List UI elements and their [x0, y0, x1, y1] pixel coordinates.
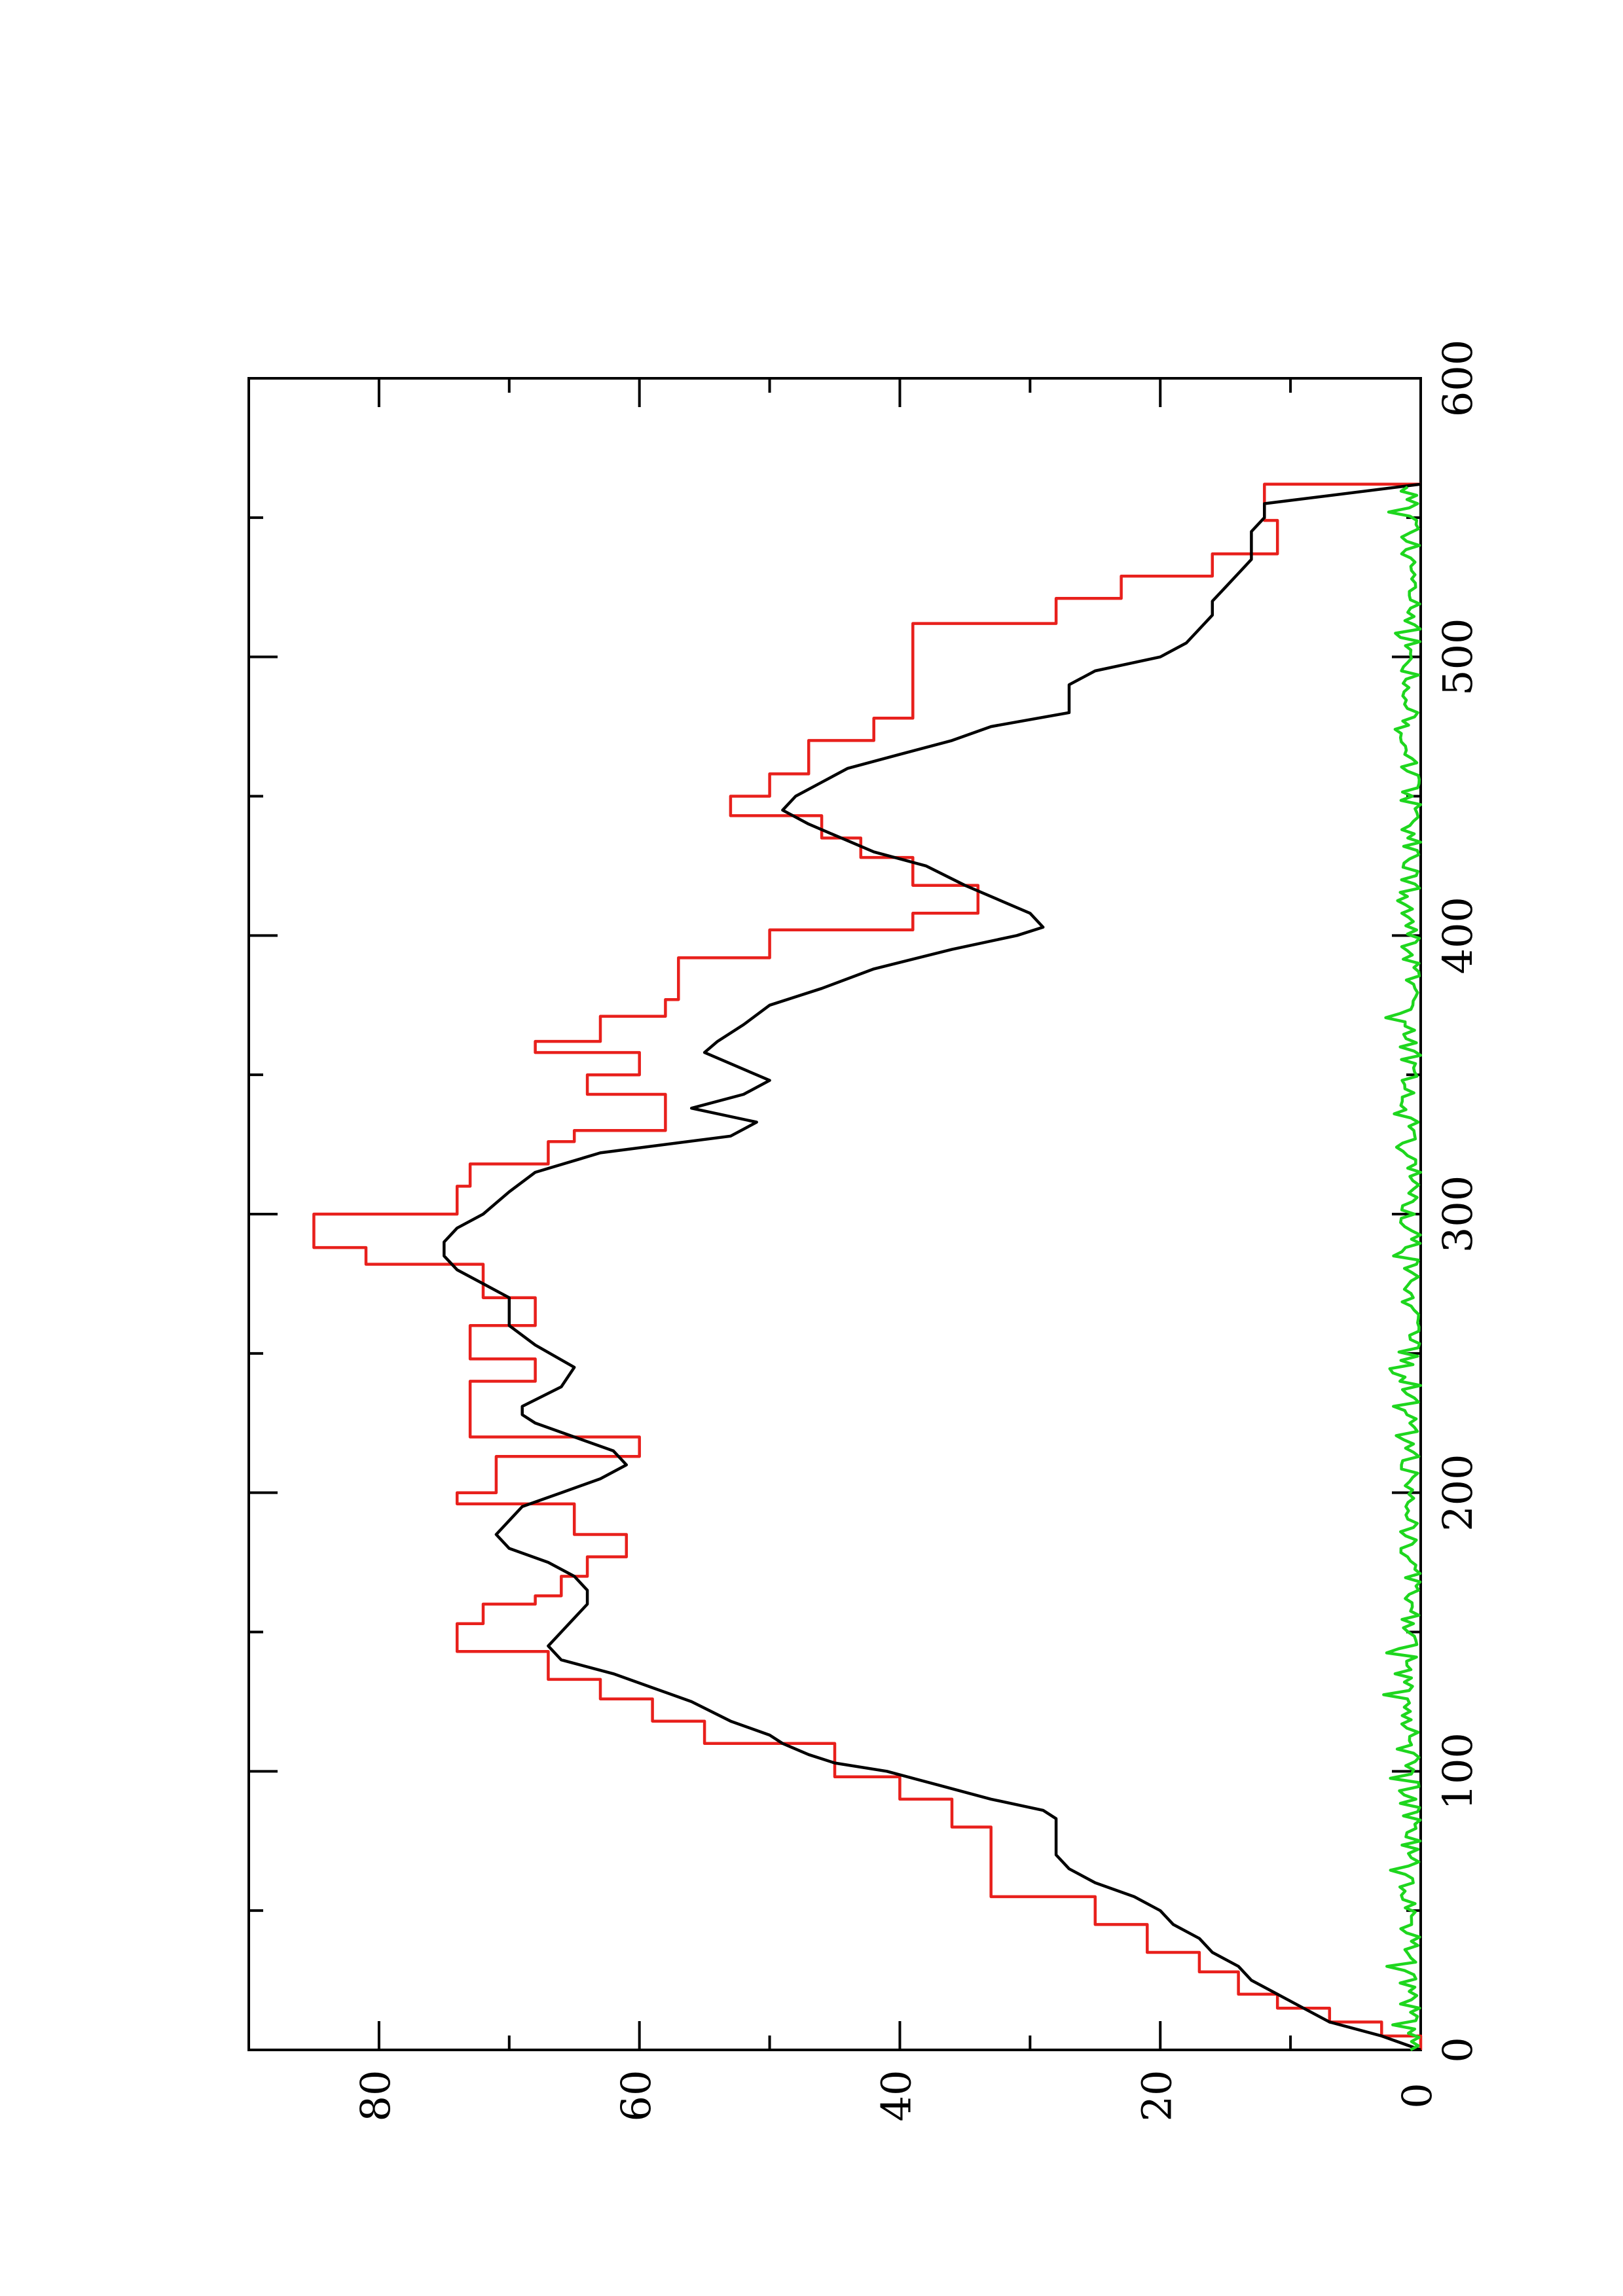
series-layer: [312, 482, 1423, 2052]
x-tick-label: 200: [1434, 1454, 1482, 1531]
series-line-0: [312, 482, 1423, 2050]
y-tick-label: 60: [612, 2070, 660, 2122]
y-tick-label: 40: [873, 2070, 921, 2122]
x-tick-label: 600: [1434, 340, 1482, 417]
x-tick-label: 500: [1434, 618, 1482, 695]
series-line-2: [1382, 486, 1423, 2051]
x-tick-label: 0: [1434, 2037, 1482, 2062]
x-tick-label: 400: [1434, 897, 1482, 974]
y-tick-label: 20: [1133, 2070, 1180, 2122]
axis-ticks: [249, 377, 1422, 2051]
y-tick-label: 80: [352, 2070, 399, 2122]
x-tick-label: 300: [1434, 1175, 1482, 1253]
y-tick-label: 0: [1393, 2083, 1441, 2108]
series-line-1: [443, 482, 1421, 2052]
axis-tick-labels: 0 100 200 300 400 500 600 0 20 40 60 80: [352, 340, 1482, 2122]
x-tick-label: 100: [1434, 1732, 1482, 1810]
